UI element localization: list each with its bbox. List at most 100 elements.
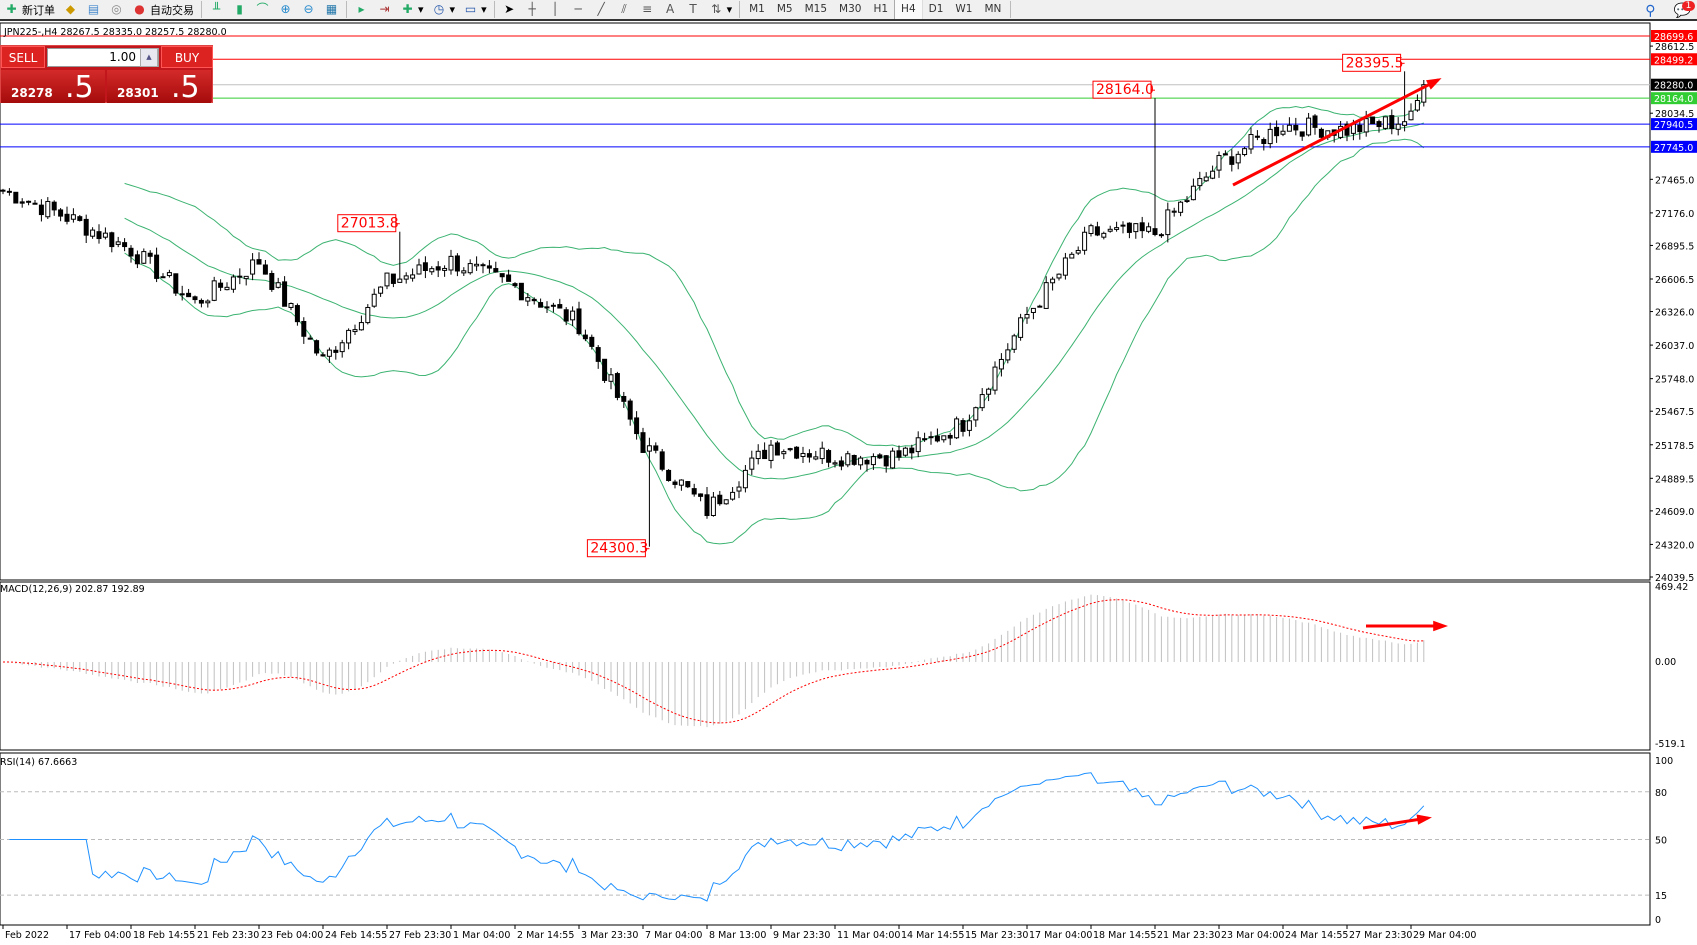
candle-chart-icon: ▮ <box>236 2 243 16</box>
line-chart-button[interactable]: ⌒ <box>251 0 274 19</box>
timeframe-h4[interactable]: H4 <box>894 0 923 19</box>
candle-body <box>1261 139 1267 144</box>
time-axis-label: 23 Mar 04:00 <box>1221 930 1284 941</box>
candle <box>1018 313 1024 341</box>
arrows-button[interactable]: ⇅ ▾ <box>705 0 737 19</box>
candle-body <box>1152 228 1158 235</box>
candle <box>51 200 57 216</box>
candle-body <box>1222 153 1228 156</box>
macd-label: MACD(12,26,9) 202.87 192.89 <box>0 584 145 595</box>
macd-axis-label: 469.42 <box>1655 582 1688 593</box>
candle <box>102 227 108 240</box>
trendline-button[interactable]: ╱ <box>590 0 613 19</box>
candle <box>83 214 89 244</box>
timeframe-w1[interactable]: W1 <box>955 3 973 15</box>
candle-body <box>531 298 537 302</box>
price-tick-label: 26606.5 <box>1655 275 1694 286</box>
candle <box>237 268 243 285</box>
price-level-tag <box>1651 78 1697 91</box>
candle-body <box>0 189 6 192</box>
candle-body <box>678 479 684 486</box>
candle-body <box>506 274 512 282</box>
tile-windows-button[interactable]: ▦ <box>320 0 343 19</box>
candle-body <box>563 309 569 322</box>
cursor-icon: ➤ <box>504 2 515 16</box>
candle <box>1011 333 1017 353</box>
crosshair-button[interactable]: ┼ <box>521 0 544 19</box>
signals-button[interactable]: ◎ <box>105 0 128 19</box>
sell-button[interactable]: SELL <box>1 46 45 68</box>
candle <box>736 481 742 499</box>
candle <box>499 273 505 283</box>
buy-price-button[interactable]: 28301.5 <box>107 70 211 105</box>
candle-body <box>736 486 742 492</box>
candle-body <box>1344 123 1350 136</box>
indicators-icon: ✚ <box>402 2 413 16</box>
rsi-label: RSI(14) 67.6663 <box>0 757 78 768</box>
candle <box>883 455 889 473</box>
candle <box>1101 231 1107 240</box>
vertical-line-button[interactable]: │ <box>544 0 567 19</box>
candle-body <box>1402 121 1408 126</box>
lot-size-input[interactable]: 1.00 <box>47 48 159 67</box>
templates-button[interactable]: ▭ ▾ <box>464 2 487 16</box>
candle-chart-button[interactable]: ▮ <box>228 0 251 19</box>
candle <box>1165 202 1171 243</box>
periods-button[interactable]: ◷ ▾ <box>428 0 460 19</box>
lot-increase-button[interactable]: ▲ <box>140 48 158 67</box>
buy-button[interactable]: BUY <box>161 46 213 68</box>
candle-body <box>838 460 844 467</box>
navigator-button[interactable]: ◆ <box>59 0 82 19</box>
equidistant-channel-button[interactable]: ⫽ <box>613 0 636 19</box>
time-axis-label: 21 Mar 23:30 <box>1157 930 1220 941</box>
price-level-tag <box>1651 53 1697 66</box>
fibonacci-button[interactable]: ≡ <box>636 0 659 19</box>
timeframe-m15[interactable]: M15 <box>804 3 828 15</box>
timeframe-m5[interactable]: M5 <box>776 3 793 15</box>
candle <box>1293 117 1299 136</box>
terminal-button[interactable]: ▤ <box>82 0 105 19</box>
candle <box>512 282 518 289</box>
timeframe-h1[interactable]: H1 <box>873 3 889 15</box>
candle <box>538 298 544 308</box>
timeframe-m30[interactable]: M30 <box>839 3 862 15</box>
auto-trading-button[interactable]: ● 自动交易 <box>128 0 198 19</box>
price-level-tag <box>1651 118 1697 131</box>
zoom-in-button[interactable]: ⊕ <box>274 0 297 19</box>
text-button[interactable]: A <box>659 0 682 19</box>
notifications-button[interactable]: 💬 1 <box>1674 0 1696 19</box>
autoscroll-button[interactable]: ▸ <box>350 0 373 19</box>
search-icon[interactable]: ⚲ <box>1645 2 1656 19</box>
horizontal-line-button[interactable]: ─ <box>567 0 590 19</box>
candle <box>1133 223 1139 239</box>
time-axis-label: 18 Feb 14:55 <box>133 930 195 941</box>
chart-shift-button[interactable]: ⇥ <box>373 0 396 19</box>
candle <box>493 261 499 273</box>
sell-price-button[interactable]: 28278.5 <box>1 70 105 105</box>
candle-body <box>992 366 998 391</box>
new-order-button[interactable]: ✚ 新订单 <box>0 0 59 19</box>
timeframe-mn[interactable]: MN <box>984 3 1002 15</box>
candle <box>800 446 806 464</box>
indicators-button[interactable]: ✚ ▾ <box>396 0 428 19</box>
candle-body <box>160 276 166 279</box>
timeframe-m1[interactable]: M1 <box>749 3 765 15</box>
candle-body <box>1280 130 1286 135</box>
candle-body <box>1094 226 1100 236</box>
timeframe-d1[interactable]: D1 <box>928 3 944 15</box>
text-label-button[interactable]: T <box>682 0 705 19</box>
candle <box>768 439 774 469</box>
zoom-out-button[interactable]: ⊖ <box>297 0 320 19</box>
candle-body <box>186 292 192 298</box>
candle-body <box>416 264 422 275</box>
bar-chart-button[interactable]: ╨ <box>205 0 228 19</box>
candle <box>1139 216 1145 239</box>
candle <box>1421 79 1427 107</box>
candle <box>1094 221 1100 237</box>
candle-body <box>1312 115 1318 128</box>
candle-body <box>883 455 889 467</box>
candle <box>320 352 326 357</box>
cursor-button[interactable]: ➤ <box>498 0 521 19</box>
horizontal-line-icon: ─ <box>574 2 582 16</box>
